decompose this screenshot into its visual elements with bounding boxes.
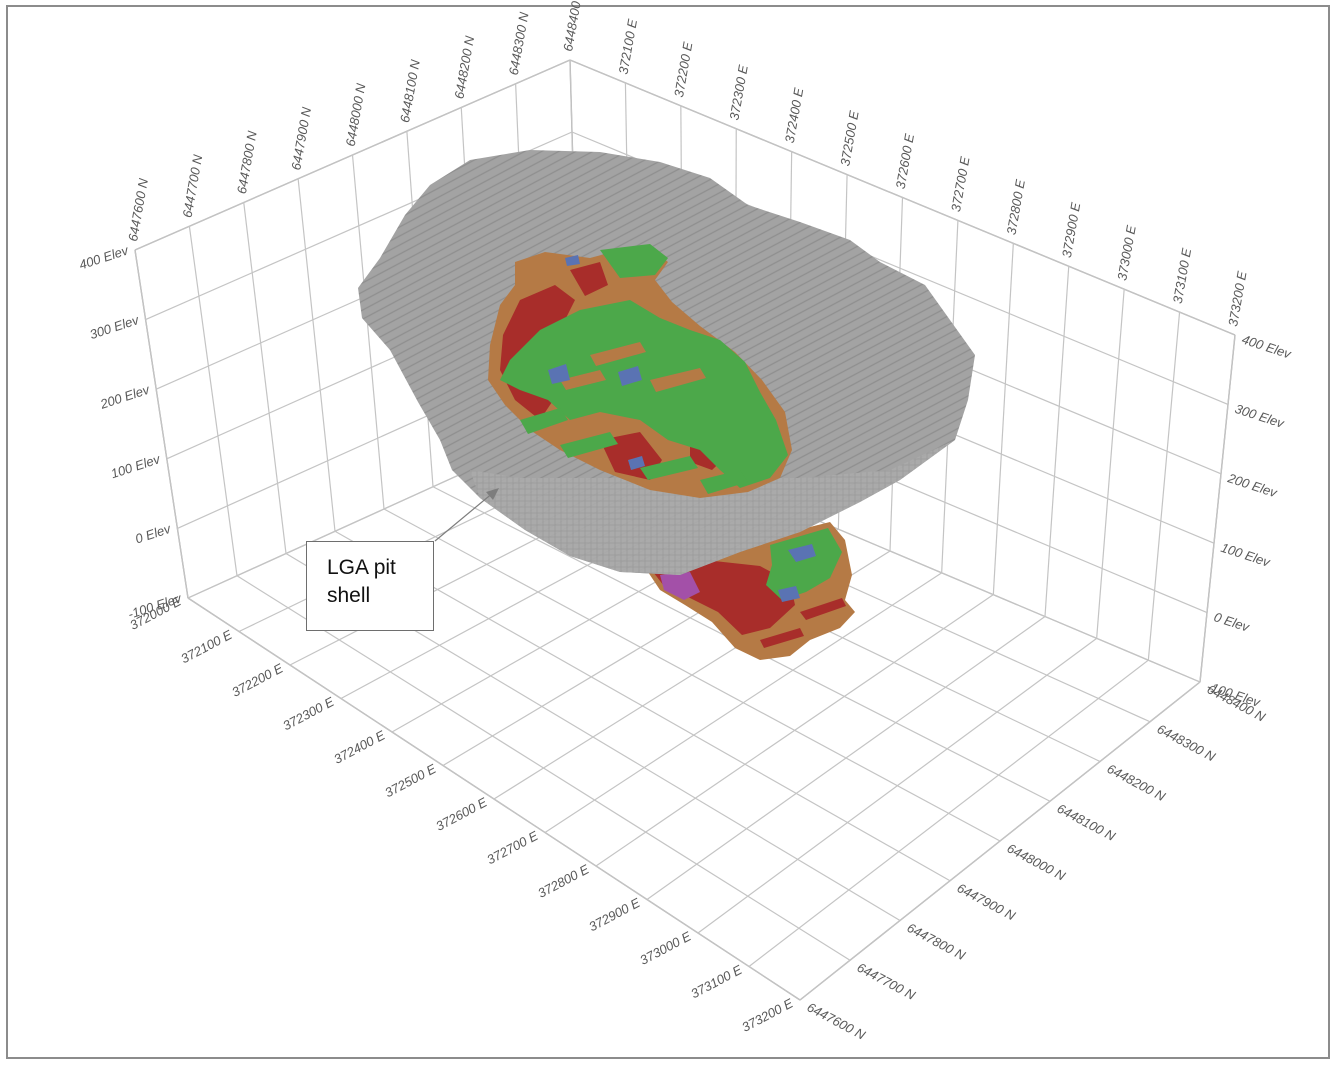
northing-top-tick: 6448100 N: [397, 58, 423, 124]
floor-northing-line: [236, 575, 851, 961]
northing-bottom-tick: 6448100 N: [1055, 801, 1119, 844]
northing-bottom-tick: 6447800 N: [905, 920, 969, 963]
easting-bottom-tick: 373100 E: [688, 962, 744, 1002]
right-wall-gridline: [1147, 312, 1181, 661]
easting-top-tick: 372300 E: [726, 64, 750, 122]
floor-northing-line: [334, 530, 951, 882]
elev-right-tick: 400 Elev: [1240, 332, 1294, 362]
easting-bottom-tick: 372800 E: [535, 861, 591, 901]
elev-right-tick: 300 Elev: [1233, 401, 1287, 431]
easting-top-tick: 372700 E: [948, 155, 972, 213]
easting-bottom-tick: 372400 E: [331, 727, 387, 767]
northing-top-tick: 6448300 N: [506, 10, 532, 76]
callout-arrow: [434, 488, 499, 542]
northing-top-tick: 6447600 N: [125, 177, 151, 243]
pit-shell-callout: LGA pit shell: [306, 541, 434, 631]
left-wall-gridline: [243, 202, 287, 554]
elev-left-tick: 400 Elev: [77, 242, 131, 272]
northing-bottom-tick: 6447700 N: [855, 960, 919, 1003]
left-wall-gridline: [351, 154, 385, 510]
left-wall-gridline: [134, 249, 189, 599]
easting-top-tick: 373200 E: [1225, 270, 1249, 328]
easting-bottom-tick: 373200 E: [739, 995, 795, 1035]
easting-top-tick: 372100 E: [616, 18, 640, 76]
northing-bottom-tick: 6448300 N: [1155, 721, 1219, 764]
northing-top-tick: 6448000 N: [343, 82, 369, 148]
easting-bottom-tick: 372100 E: [178, 627, 234, 667]
arrow-head-icon: [486, 488, 499, 500]
northing-bottom-tick: 6448000 N: [1005, 840, 1069, 883]
lower-green-blocks: [766, 528, 842, 600]
elev-left-tick: 300 Elev: [88, 312, 142, 342]
easting-bottom-tick: 372900 E: [586, 895, 642, 935]
elev-right-tick: 0 Elev: [1212, 609, 1252, 635]
northing-top-tick: 6447900 N: [288, 105, 314, 171]
easting-top-tick: 372200 E: [671, 41, 695, 99]
easting-top-tick: 372900 E: [1059, 201, 1083, 259]
easting-bottom-tick: 372700 E: [484, 828, 540, 868]
easting-bottom-tick: 373000 E: [637, 928, 693, 968]
exposed-ore-body: [488, 244, 792, 498]
easting-bottom-tick: 372500 E: [382, 761, 438, 801]
easting-top-tick: 372400 E: [782, 86, 806, 144]
elev-right-tick: 200 Elev: [1225, 470, 1280, 501]
right-wall-gridline: [992, 243, 1014, 595]
left-wall-gridline: [188, 226, 238, 576]
ore-green-streaks: [520, 408, 748, 494]
ore-green-domain: [500, 244, 788, 488]
right-wall-gridline: [1044, 266, 1070, 617]
northing-top-tick: 6447700 N: [180, 153, 206, 219]
lower-blue-blocks: [778, 544, 816, 602]
right-wall-gridline: [1199, 334, 1236, 683]
right-wall-elev-line: [569, 59, 1236, 336]
ore-red-domain: [500, 262, 735, 480]
pit-shell-rim: [470, 440, 955, 575]
easting-top-tick: 373000 E: [1114, 224, 1138, 282]
view-frame: [6, 5, 1330, 1059]
northing-top-tick: 6448200 N: [451, 34, 477, 100]
easting-bottom-tick: 372600 E: [433, 794, 489, 834]
elev-left-tick: 0 Elev: [133, 521, 173, 547]
easting-top-tick: 372500 E: [837, 109, 861, 167]
floor-northing-line: [383, 508, 1001, 842]
right-wall-gridline: [1096, 289, 1125, 639]
floor-northing-line: [187, 597, 801, 1001]
elev-left-tick: 200 Elev: [97, 381, 152, 412]
lower-red-streaks: [760, 598, 846, 648]
northing-top-tick: 6448400 N: [560, 0, 586, 53]
easting-top-tick: 372800 E: [1004, 178, 1028, 236]
northing-bottom-tick: 6447600 N: [805, 999, 869, 1042]
northing-top-tick: 6447800 N: [234, 129, 260, 195]
northing-bottom-tick: 6447900 N: [955, 880, 1019, 923]
easting-top-tick: 373100 E: [1170, 247, 1194, 305]
northing-bottom-tick: 6448200 N: [1105, 761, 1169, 804]
elev-left-tick: 100 Elev: [109, 451, 163, 481]
ore-brown-streaks: [560, 342, 706, 392]
easting-bottom-tick: 372200 E: [229, 660, 285, 700]
lower-purple-blocks: [660, 572, 700, 600]
left-wall-gridline: [297, 178, 336, 532]
easting-bottom-tick: 372300 E: [280, 694, 336, 734]
easting-top-tick: 372600 E: [893, 132, 917, 190]
left-wall-elev-line: [134, 59, 571, 251]
elev-right-tick: 100 Elev: [1219, 540, 1273, 570]
